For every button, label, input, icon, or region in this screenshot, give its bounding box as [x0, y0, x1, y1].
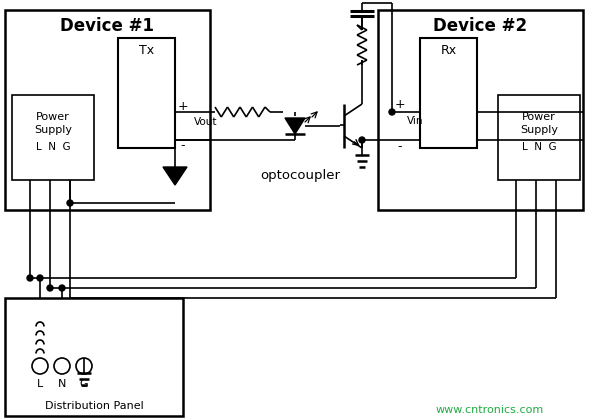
Circle shape [67, 200, 73, 206]
Circle shape [59, 285, 65, 291]
Text: +: + [178, 99, 188, 112]
Text: optocoupler: optocoupler [260, 168, 340, 181]
Text: +: + [395, 99, 406, 112]
Text: G: G [80, 379, 88, 389]
Text: L  N  G: L N G [36, 142, 70, 152]
Circle shape [47, 285, 53, 291]
Bar [118, 38, 175, 148]
Bar [5, 298, 183, 416]
Bar [420, 38, 477, 148]
Text: L: L [37, 379, 43, 389]
Text: Supply: Supply [34, 125, 72, 135]
Text: Rx: Rx [440, 43, 456, 56]
Circle shape [359, 137, 365, 143]
Text: Tx: Tx [139, 43, 154, 56]
Circle shape [27, 275, 33, 281]
Text: Supply: Supply [520, 125, 558, 135]
Polygon shape [163, 167, 187, 185]
Bar [498, 95, 580, 180]
Circle shape [389, 109, 395, 115]
Circle shape [37, 275, 43, 281]
Text: Vout: Vout [194, 117, 217, 127]
Bar [12, 95, 94, 180]
Polygon shape [285, 118, 305, 134]
Text: -: - [398, 140, 402, 153]
Bar [378, 10, 583, 210]
Text: Vin: Vin [407, 116, 423, 126]
Text: -: - [181, 140, 185, 153]
Text: Distribution Panel: Distribution Panel [44, 401, 143, 411]
Text: Device #2: Device #2 [433, 17, 527, 35]
Text: L  N  G: L N G [522, 142, 556, 152]
Text: Power: Power [522, 112, 556, 122]
Text: Power: Power [36, 112, 70, 122]
Text: N: N [58, 379, 66, 389]
Text: Device #1: Device #1 [60, 17, 155, 35]
Bar [5, 10, 210, 210]
Text: www.cntronics.com: www.cntronics.com [436, 405, 544, 415]
